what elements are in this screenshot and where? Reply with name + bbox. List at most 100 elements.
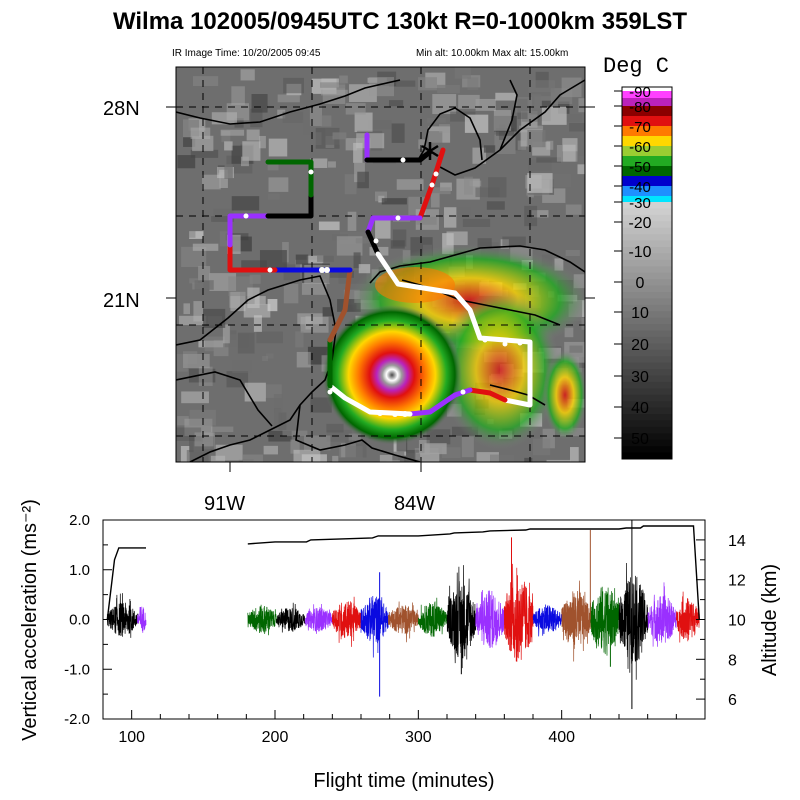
cloud-cell bbox=[476, 452, 499, 462]
colorbar-tick-label: -40 bbox=[629, 179, 651, 196]
cloud-cell bbox=[267, 193, 280, 200]
lon-label-84w: 84W bbox=[394, 493, 435, 515]
cloud-cell bbox=[320, 115, 332, 127]
cloud-cell bbox=[454, 67, 471, 79]
cloud-cell bbox=[345, 103, 366, 115]
cloud-cell bbox=[565, 204, 582, 215]
cloud-cell bbox=[224, 164, 233, 179]
cloud-cell bbox=[469, 180, 482, 187]
cb-gray-step bbox=[622, 311, 672, 319]
cb-gray-step bbox=[622, 407, 672, 415]
cloud-cell bbox=[317, 255, 334, 262]
cloud-cell bbox=[416, 216, 437, 225]
cloud-cell bbox=[379, 454, 393, 462]
map-frame bbox=[175, 66, 586, 463]
cb-gray-step bbox=[622, 202, 672, 209]
track-segment-red-2 bbox=[467, 387, 508, 403]
cb-gray-step bbox=[622, 356, 672, 364]
cloud-cell bbox=[498, 124, 506, 140]
cloud-cell bbox=[241, 260, 267, 270]
cloud-cell bbox=[347, 211, 357, 231]
cloud-cell bbox=[182, 351, 198, 364]
y-axis-label: Vertical acceleration (ms⁻²) bbox=[19, 499, 41, 741]
cloud-cell bbox=[391, 123, 405, 143]
cb-gray-step bbox=[622, 304, 672, 312]
cb-gray-step bbox=[622, 279, 672, 287]
cloud-cell bbox=[193, 441, 211, 453]
cloud-cell bbox=[369, 77, 394, 97]
cloud-cell bbox=[381, 198, 407, 205]
cb-gray-step bbox=[622, 253, 672, 261]
cloud-cell bbox=[367, 119, 392, 130]
y-tick-label: -1.0 bbox=[64, 661, 90, 678]
cb-gray-step bbox=[622, 414, 672, 421]
colorbar-frame bbox=[621, 86, 673, 460]
cloud-cell bbox=[259, 250, 287, 270]
cloud-cell bbox=[577, 164, 585, 175]
cloud-cell bbox=[254, 296, 266, 305]
y2-tick-label: 10 bbox=[728, 613, 746, 630]
colorbar-tick-label: -60 bbox=[629, 139, 651, 156]
storm-center-asterisk bbox=[421, 142, 439, 160]
cloud-cell bbox=[556, 144, 578, 162]
track-segment-black-1 bbox=[364, 149, 433, 163]
cloud-cell bbox=[326, 429, 352, 442]
cloud-cell bbox=[565, 249, 580, 256]
cloud-cell bbox=[528, 159, 552, 172]
cb-gray-step bbox=[622, 446, 672, 454]
cb-gray-step bbox=[622, 317, 672, 325]
cloud-cell bbox=[186, 450, 209, 462]
cloud-cell bbox=[578, 155, 585, 171]
altitude-range-note: Min alt: 10.00km Max alt: 15.00km bbox=[416, 48, 569, 59]
cloud-cell bbox=[219, 169, 228, 188]
y2-tick-label: 14 bbox=[728, 533, 746, 550]
cb-gray-step bbox=[622, 394, 672, 402]
x-tick-label: 100 bbox=[118, 729, 145, 746]
cloud-cell bbox=[188, 368, 216, 383]
acceleration-trace bbox=[360, 595, 389, 658]
cb-gray-step bbox=[622, 240, 672, 248]
colorbar-gray-ramp bbox=[622, 202, 672, 460]
cloud-cell bbox=[306, 255, 324, 263]
cloud-cell bbox=[569, 123, 585, 132]
cloud-cell bbox=[494, 115, 517, 132]
cloud-cell bbox=[381, 451, 405, 462]
cloud-cell bbox=[251, 94, 268, 113]
cb-gray-step bbox=[622, 401, 672, 409]
cloud-cell bbox=[521, 110, 538, 128]
colorbar-tick-label: 50 bbox=[631, 431, 649, 448]
cb-swatch-minus80 bbox=[622, 98, 672, 106]
ir-image-time: IR Image Time: 10/20/2005 09:45 bbox=[172, 48, 321, 59]
cloud-cell bbox=[467, 77, 479, 90]
cloud-cell bbox=[181, 246, 207, 267]
cloud-cell bbox=[309, 105, 322, 127]
acceleration-trace bbox=[503, 563, 534, 662]
y2-axis-ticks: 6 8 10 12 14 bbox=[696, 519, 746, 720]
cloud-cell bbox=[521, 110, 540, 122]
cloud-cell bbox=[192, 135, 214, 152]
colorbar-tick-label: -90 bbox=[629, 84, 651, 101]
cb-swatch-minus35 bbox=[622, 186, 672, 196]
cloud-cell bbox=[188, 218, 196, 238]
colorbar-tick-label: 0 bbox=[636, 275, 645, 292]
colorbar: -90-80 -70 -60 -50 -40-30 -20 -10 0 10 20 30 40 50 bbox=[614, 84, 673, 460]
acceleration-trace bbox=[618, 562, 649, 680]
cloud-cell bbox=[528, 80, 555, 93]
cloud-cell bbox=[405, 453, 421, 462]
cb-gray-step bbox=[622, 208, 672, 216]
cloud-cell bbox=[542, 428, 555, 449]
cloud-cell bbox=[332, 132, 347, 140]
x-tick-label: 400 bbox=[548, 729, 575, 746]
rainband-far-east bbox=[543, 350, 585, 440]
cloud-cell bbox=[475, 187, 500, 198]
cb-gray-step bbox=[622, 272, 672, 280]
cloud-cell bbox=[425, 131, 443, 147]
cb-swatch-minus55 bbox=[622, 146, 672, 156]
colorbar-tick-label: -20 bbox=[628, 215, 651, 232]
cloud-cell bbox=[184, 418, 213, 436]
cb-gray-step bbox=[622, 246, 672, 254]
cloud-cell bbox=[183, 137, 196, 147]
track-segment-green-2 bbox=[265, 159, 314, 198]
cloud-cell bbox=[345, 440, 367, 458]
cloud-cell bbox=[282, 111, 304, 123]
